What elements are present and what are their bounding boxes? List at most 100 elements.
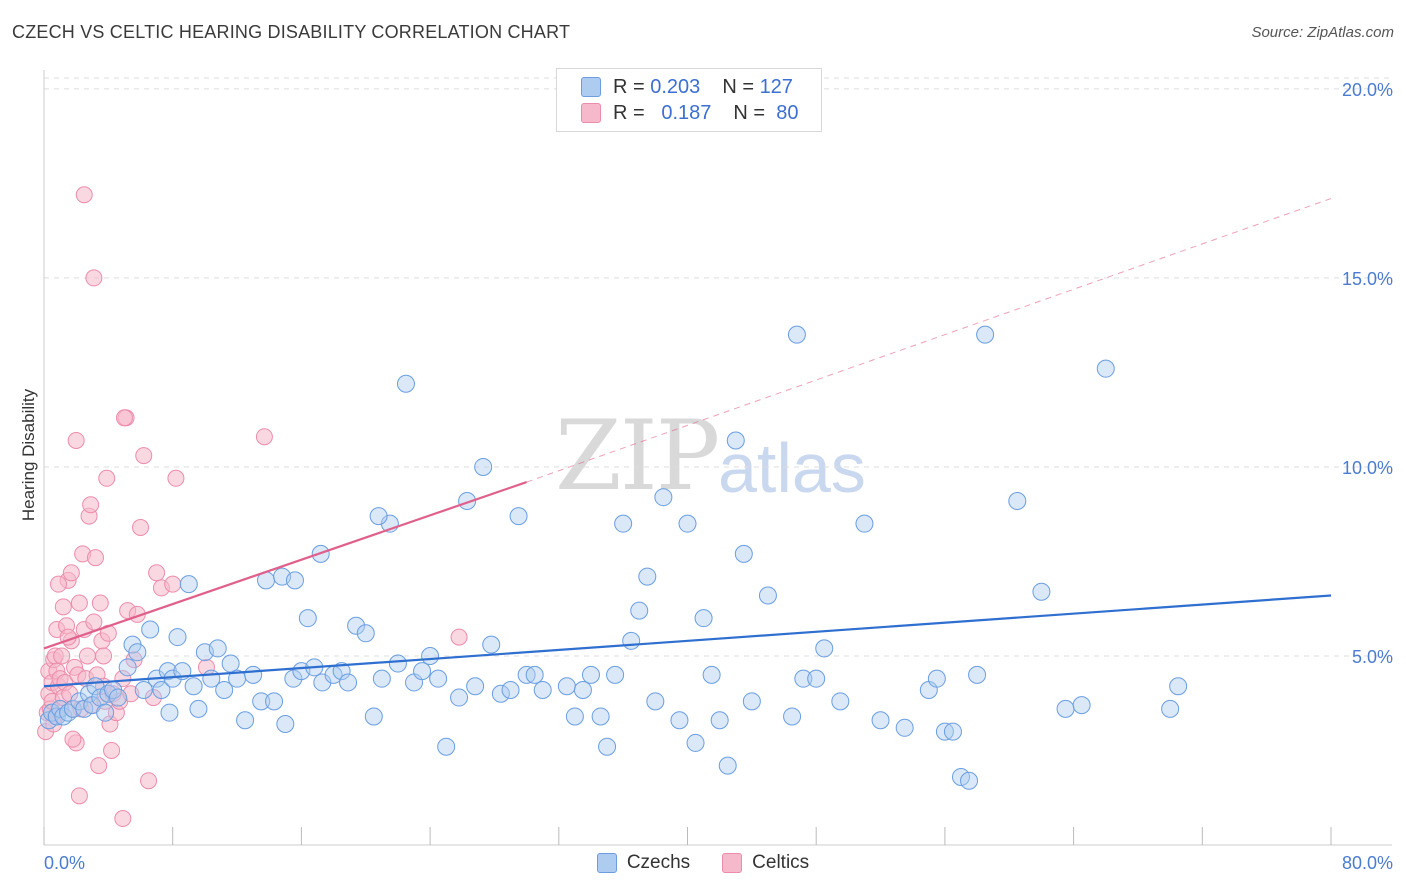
celtics-point	[49, 575, 67, 593]
czechs-point	[160, 703, 179, 722]
celtics-trend-line	[43, 481, 527, 650]
czechs-point	[710, 711, 729, 730]
czechs-point	[646, 692, 665, 711]
czechs-point	[726, 431, 745, 450]
czechs-trend-line	[43, 594, 1332, 688]
czechs-point	[347, 616, 366, 635]
czechs-point	[614, 514, 633, 533]
czechs-point	[118, 658, 137, 677]
celtics-legend-swatch	[722, 853, 743, 873]
czechs-point	[831, 692, 850, 711]
czechs-point	[686, 733, 705, 752]
chart-title: CZECH VS CELTIC HEARING DISABILITY CORRE…	[12, 22, 571, 42]
czechs-point	[450, 688, 469, 707]
stats-legend: R = 0.203 N = 127 R = 0.187 N = 80	[556, 68, 822, 132]
celtics-r-value: 0.187	[661, 101, 712, 124]
celtics-point	[98, 469, 116, 487]
czechs-point	[369, 507, 388, 526]
czechs-point	[134, 681, 153, 699]
grid-lines	[44, 77, 1392, 657]
celtics-point	[167, 469, 185, 487]
y-tick-label: 5.0%	[1352, 647, 1393, 667]
czechs-point	[285, 571, 304, 590]
celtics-point	[91, 594, 109, 612]
czechs-point	[787, 325, 806, 344]
czechs-point	[573, 681, 592, 699]
celtics-point	[54, 598, 72, 616]
celtics-point	[148, 564, 166, 582]
celtics-point	[255, 428, 273, 446]
celtics-point	[115, 409, 133, 427]
celtics-point	[82, 496, 100, 514]
czechs-point	[437, 737, 456, 756]
czechs-point	[591, 707, 610, 726]
czechs-point	[960, 771, 979, 790]
czechs-point	[80, 684, 99, 703]
x-tick-label: 0.0%	[44, 853, 85, 873]
czechs-point	[429, 669, 448, 688]
celtics-trend-extension	[526, 198, 1332, 483]
czechs-point	[638, 567, 657, 586]
legend-item-celtics[interactable]: Celtics	[722, 852, 809, 874]
czechs-point	[1169, 677, 1188, 696]
legend-row-celtics: R = 0.187 N = 80	[581, 101, 798, 125]
watermark-atlas: atlas	[718, 429, 866, 507]
celtics-point	[95, 647, 113, 665]
czechs-point	[339, 673, 358, 692]
czechs-point	[783, 707, 802, 726]
source-credit: Source: ZipAtlas.com	[1251, 24, 1394, 41]
czechs-point	[678, 514, 697, 533]
x-tick-label: 80.0%	[1342, 853, 1393, 873]
celtics-point	[103, 741, 121, 759]
czechs-point	[501, 681, 520, 699]
czechs-point	[533, 681, 552, 699]
czechs-point	[855, 514, 874, 533]
czechs-point	[702, 665, 721, 684]
czechs-point	[758, 586, 777, 605]
czechs-point	[474, 457, 493, 476]
celtics-point	[53, 647, 71, 665]
czechs-swatch	[581, 77, 601, 97]
celtics-point	[450, 628, 468, 646]
czechs-point	[622, 631, 641, 650]
czechs-point	[654, 488, 673, 507]
czechs-point	[332, 662, 351, 681]
czechs-r-value: 0.203	[650, 75, 701, 98]
celtics-point	[67, 431, 85, 449]
czechs-point	[581, 665, 600, 684]
celtics-swatch	[581, 103, 601, 123]
czechs-point	[96, 703, 115, 722]
czechs-point	[718, 756, 737, 775]
series-legend: Czechs Celtics	[0, 852, 1406, 874]
czechs-point	[794, 669, 813, 688]
czechs-point	[927, 669, 946, 688]
czechs-point	[364, 707, 383, 726]
celtics-point	[70, 787, 88, 805]
czechs-point	[388, 654, 407, 673]
czechs-point	[421, 646, 440, 665]
czechs-point	[606, 665, 625, 684]
czechs-point	[356, 624, 375, 643]
czechs-point	[109, 688, 128, 707]
czechs-point	[815, 639, 834, 658]
czechs-point	[168, 628, 187, 647]
czechs-point	[152, 681, 171, 699]
czechs-point	[871, 711, 890, 730]
czechs-point	[1008, 491, 1027, 510]
celtics-point	[90, 757, 108, 775]
legend-item-czechs[interactable]: Czechs	[596, 852, 690, 874]
czechs-point	[1056, 699, 1075, 718]
celtics-point	[85, 269, 103, 287]
n-label: N =	[733, 101, 766, 124]
celtics-point	[78, 647, 96, 665]
y-tick-label: 20.0%	[1342, 80, 1393, 100]
celtics-point	[114, 810, 132, 828]
czechs-point	[244, 665, 263, 684]
czechs-point	[1072, 696, 1091, 715]
celtics-point	[62, 564, 80, 582]
czechs-n-value: 127	[759, 75, 793, 98]
n-label: N =	[722, 75, 754, 98]
czechs-point	[895, 718, 914, 737]
czechs-point	[458, 491, 477, 510]
celtics-point	[135, 447, 153, 465]
